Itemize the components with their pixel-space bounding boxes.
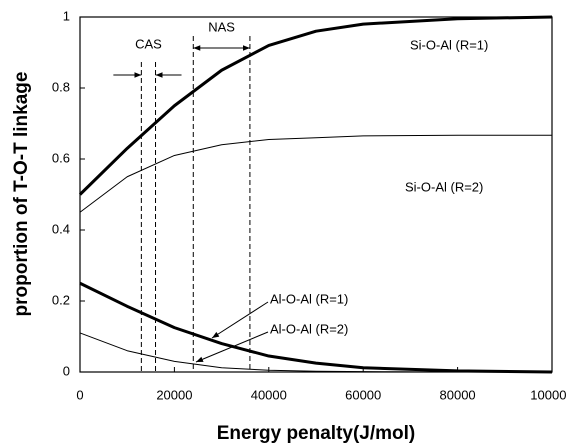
series-label: Al-O-Al (R=1) [270,291,348,306]
y-tick-label: 1 [63,8,70,23]
x-tick-label: 100000 [530,387,566,402]
series-line [79,134,552,213]
annotation-label: NAS [208,19,235,34]
series-label: Si-O-Al (R=1) [410,37,488,52]
series-line [79,281,553,374]
series-label: Al-O-Al (R=2) [270,321,348,336]
y-tick-label: 0.6 [52,150,70,165]
annotation-label: CAS [135,36,162,51]
series-label: Si-O-Al (R=2) [405,179,483,194]
plot-frame [79,16,553,373]
x-tick-label: 20000 [156,387,192,402]
y-axis-title: proportion of T-O-T linkage [11,72,32,317]
y-tick-label: 0.8 [52,79,70,94]
x-tick-label: 0 [76,387,83,402]
x-tick-label: 60000 [345,387,381,402]
y-tick-label: 0 [63,363,70,378]
series-line [79,332,552,373]
series-line [78,15,553,196]
x-axis-title: Energy penalty(J/mol) [217,423,416,444]
x-tick-label: 80000 [440,387,476,402]
x-tick-label: 40000 [251,387,287,402]
label-arrow [211,301,269,339]
y-tick-label: 0.2 [52,292,70,307]
y-tick-label: 0.4 [52,221,70,236]
